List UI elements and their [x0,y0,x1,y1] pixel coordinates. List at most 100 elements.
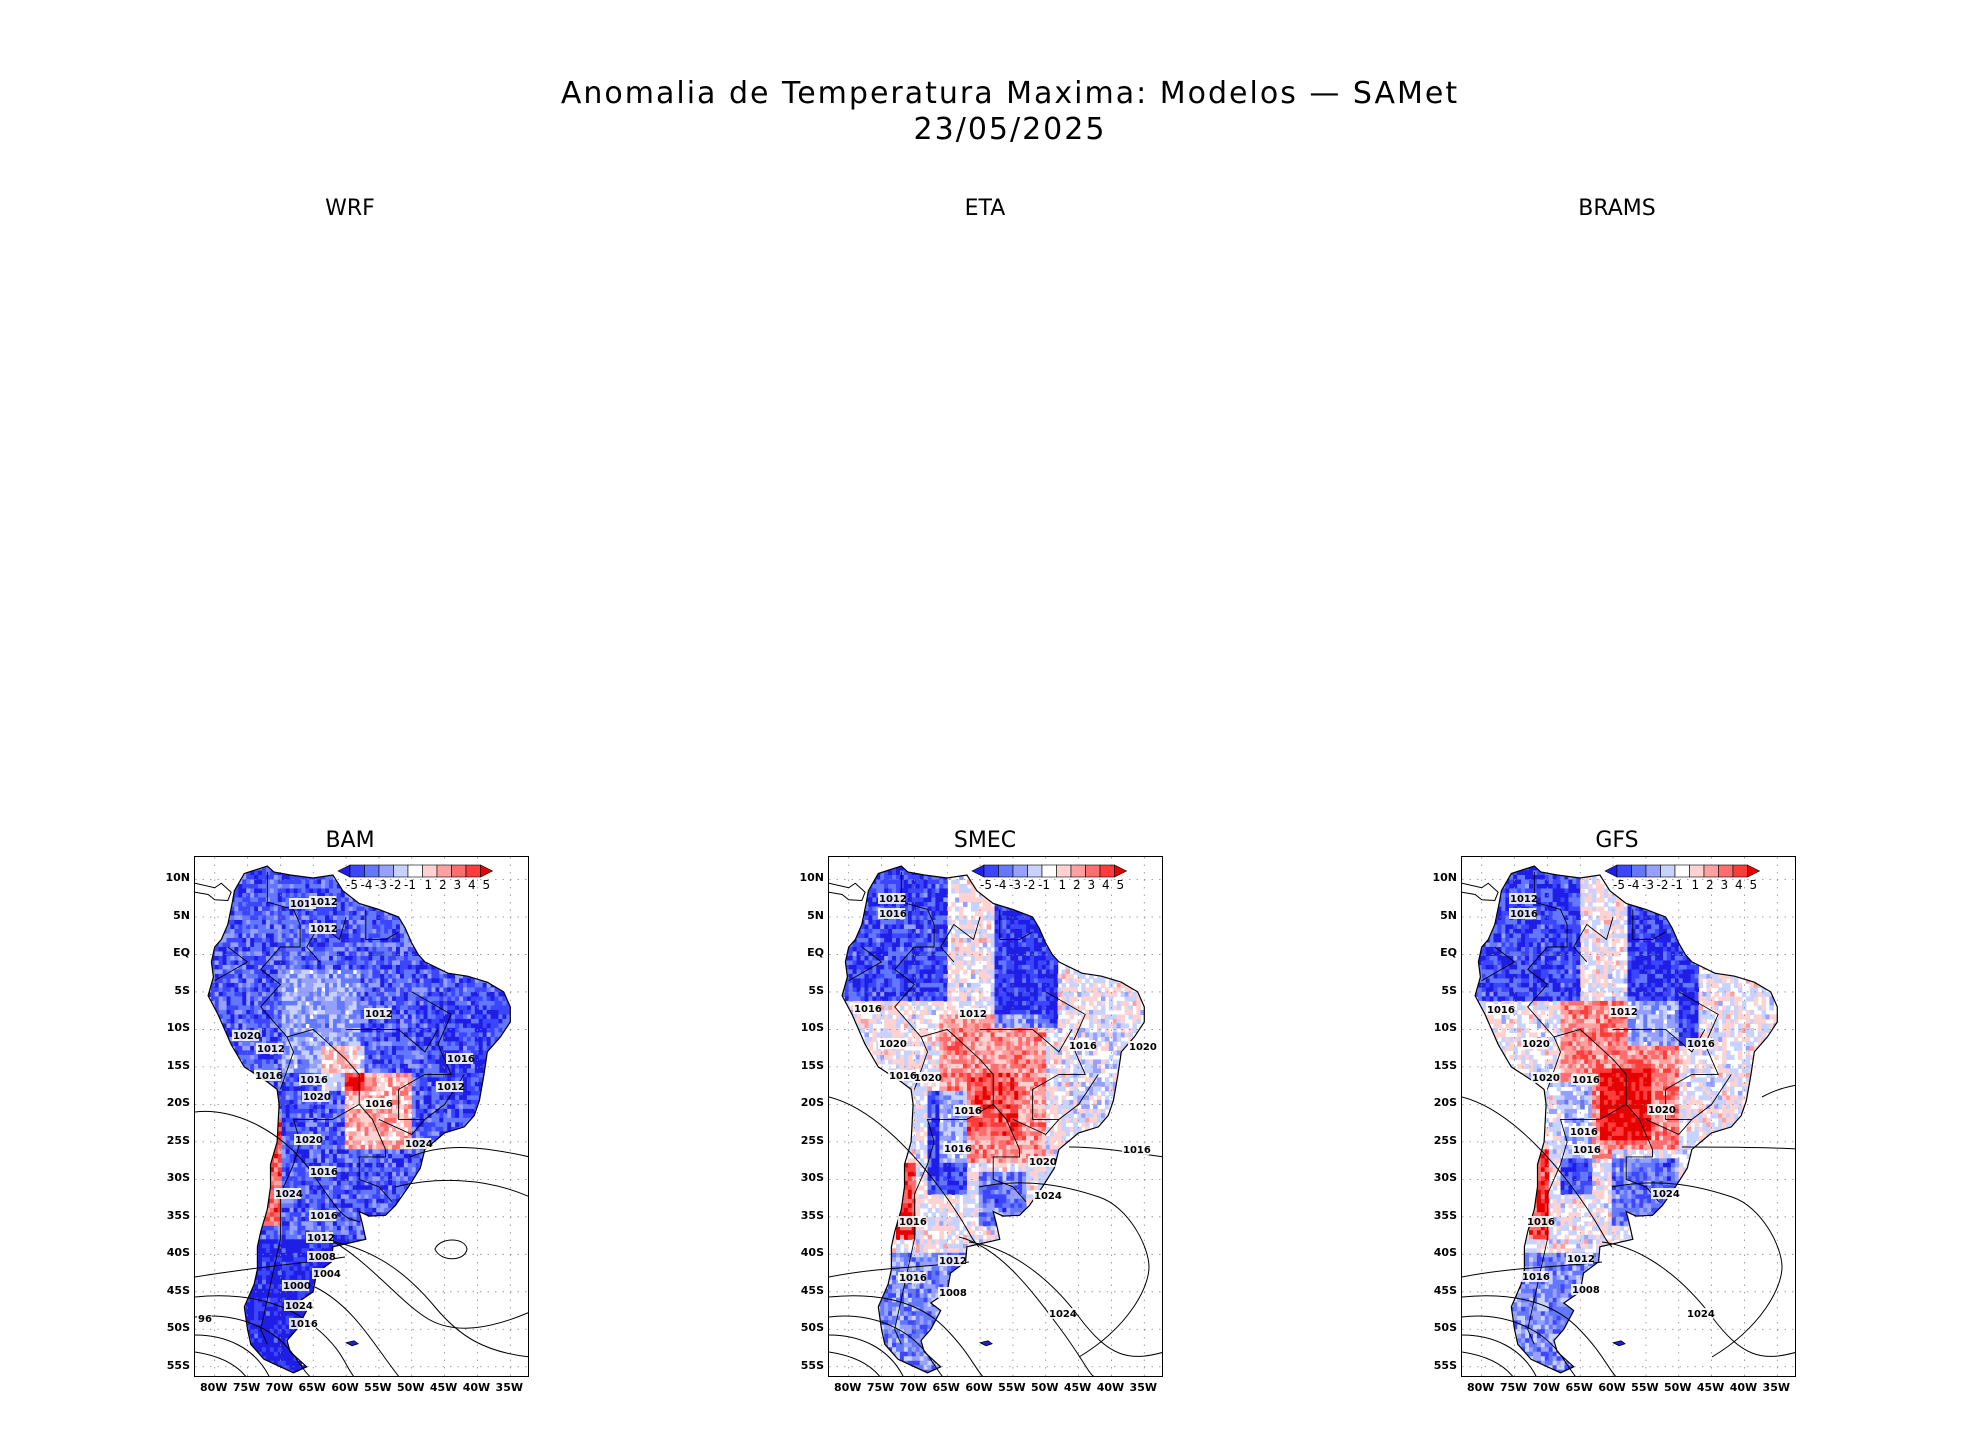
lat-tick-label: 45S [1433,1283,1457,1297]
isobar-label: 1024 [1687,1309,1715,1320]
isobar-line [195,1315,311,1376]
lon-tick-label: 50W [1664,1381,1692,1394]
country-border [260,872,301,1038]
isobar-label: 1016 [954,1106,982,1117]
map-panel-smec: 1012 1016 1016 1012 1020 1016 1020 1016 1016 1016… [828,856,1163,1377]
isobar-line [958,1236,1095,1376]
isobar-label: 1024 [405,1139,433,1150]
isobar-label: 1016 [1572,1075,1600,1086]
colorbar-swatch [451,864,467,878]
colorbar-swatch [436,864,452,878]
isobar-label: 96 [198,1314,212,1325]
isobar-line [409,1147,528,1158]
country-border [1032,991,1099,1120]
isobar-label: 1008 [939,1288,967,1299]
isobar-label: 1012 [1567,1254,1595,1265]
country-border [894,872,935,1038]
isobar-label: 1012 [1610,1007,1638,1018]
lat-tick-label: EQ [173,946,190,960]
lat-tick-label: 10N [799,871,824,885]
colorbar-label: -3 [1009,878,1021,892]
country-border [1573,916,1614,963]
lat-tick-label: 20S [166,1096,190,1110]
colorbar-label: 1 [425,878,433,892]
isobar-label: 1016 [889,1071,917,1082]
lat-tick-label: 50S [166,1321,190,1335]
isobar-label: 1016 [1687,1039,1715,1050]
anomaly-map-gfs: 1012 1016 1016 1012 1020 1016 1020 1016 1016 1020… [1462,857,1795,1376]
lat-tick-label: 5S [1441,983,1457,997]
colorbar-swatch [983,864,999,878]
colorbar-swatch [364,864,380,878]
lon-tick-label: 35W [495,1381,523,1394]
country-border [1645,1118,1693,1135]
colorbar-label: 3 [454,878,462,892]
colorbar-label: 4 [1102,878,1110,892]
isobar-line [829,1295,983,1376]
isobar-label: 1016 [255,1071,283,1082]
colorbar-swatch [1631,864,1647,878]
colorbar-label: -1 [1038,878,1050,892]
colorbar-label: 5 [1117,878,1125,892]
colorbar-label: -5 [1613,878,1625,892]
lon-tick-label: 45W [429,1381,458,1394]
colorbar-swatch [1660,864,1676,878]
lat-tick-label: 20S [800,1096,824,1110]
lat-tick-label: 40S [800,1246,824,1260]
lat-tick-label: 55S [166,1358,190,1372]
lon-tick-label: 55W [1631,1381,1659,1394]
lon-tick-label: 55W [998,1381,1026,1394]
lon-tick-label: 80W [199,1381,228,1394]
isobar-label: 1016 [1527,1217,1555,1228]
lat-tick-label: 30S [800,1171,824,1185]
colorbar-swatch [1099,864,1115,878]
isobar-label: 1012 [365,1009,393,1020]
colorbar-label: 2 [439,878,447,892]
country-border [1665,991,1732,1120]
lat-tick-label: 25S [166,1133,190,1147]
isobar-line [394,1179,528,1197]
colorbar-swatch [1645,864,1661,878]
colorbar-swatch [349,864,365,878]
lat-tick-label: 5N [807,908,824,922]
country-border [1632,909,1666,940]
lon-tick-label: 75W [1499,1381,1528,1394]
colorbar-swatch [378,864,394,878]
lon-tick-label: 40W [1096,1381,1125,1394]
isobar-label: 1020 [1522,1039,1550,1050]
country-border [365,909,399,940]
colorbar-swatch [1732,864,1748,878]
lat-tick-label: 40S [166,1246,190,1260]
isobar-label: 1016 [1573,1145,1601,1156]
panel-title-brams: BRAMS [1578,196,1656,221]
colorbar-swatch [998,864,1014,878]
colorbar-swatch [393,864,409,878]
colorbar-swatch [1718,864,1734,878]
isobar-label: 1016 [944,1144,972,1155]
country-border [346,1028,439,1053]
lat-tick-label: EQ [807,946,824,960]
isobar-label: 1024 [1049,1309,1077,1320]
lon-tick-label: 70W [265,1381,294,1394]
country-border [940,916,981,963]
lon-tick-label: 75W [232,1381,261,1394]
colorbar-arrow-right [1747,864,1761,878]
country-border [1012,1118,1060,1135]
coastline [207,865,511,1374]
isobar-label: 1020 [303,1092,331,1103]
isobar-label: 1016 [879,909,907,920]
panel-title-bam: BAM [325,828,375,853]
colorbar-label: -3 [375,878,387,892]
country-border [999,909,1033,940]
lat-tick-label: 30S [166,1171,190,1185]
isobar-line [1761,1084,1795,1098]
colorbar-arrow-left [971,864,985,878]
lat-tick-label: 45S [800,1283,824,1297]
isobar-label: 1016 [447,1054,475,1065]
colorbar-arrow-left [1604,864,1618,878]
isobar-label: 1016 [1510,909,1538,920]
colorbar-label: -4 [995,878,1007,892]
lon-tick-label: 35W [1762,1381,1790,1394]
